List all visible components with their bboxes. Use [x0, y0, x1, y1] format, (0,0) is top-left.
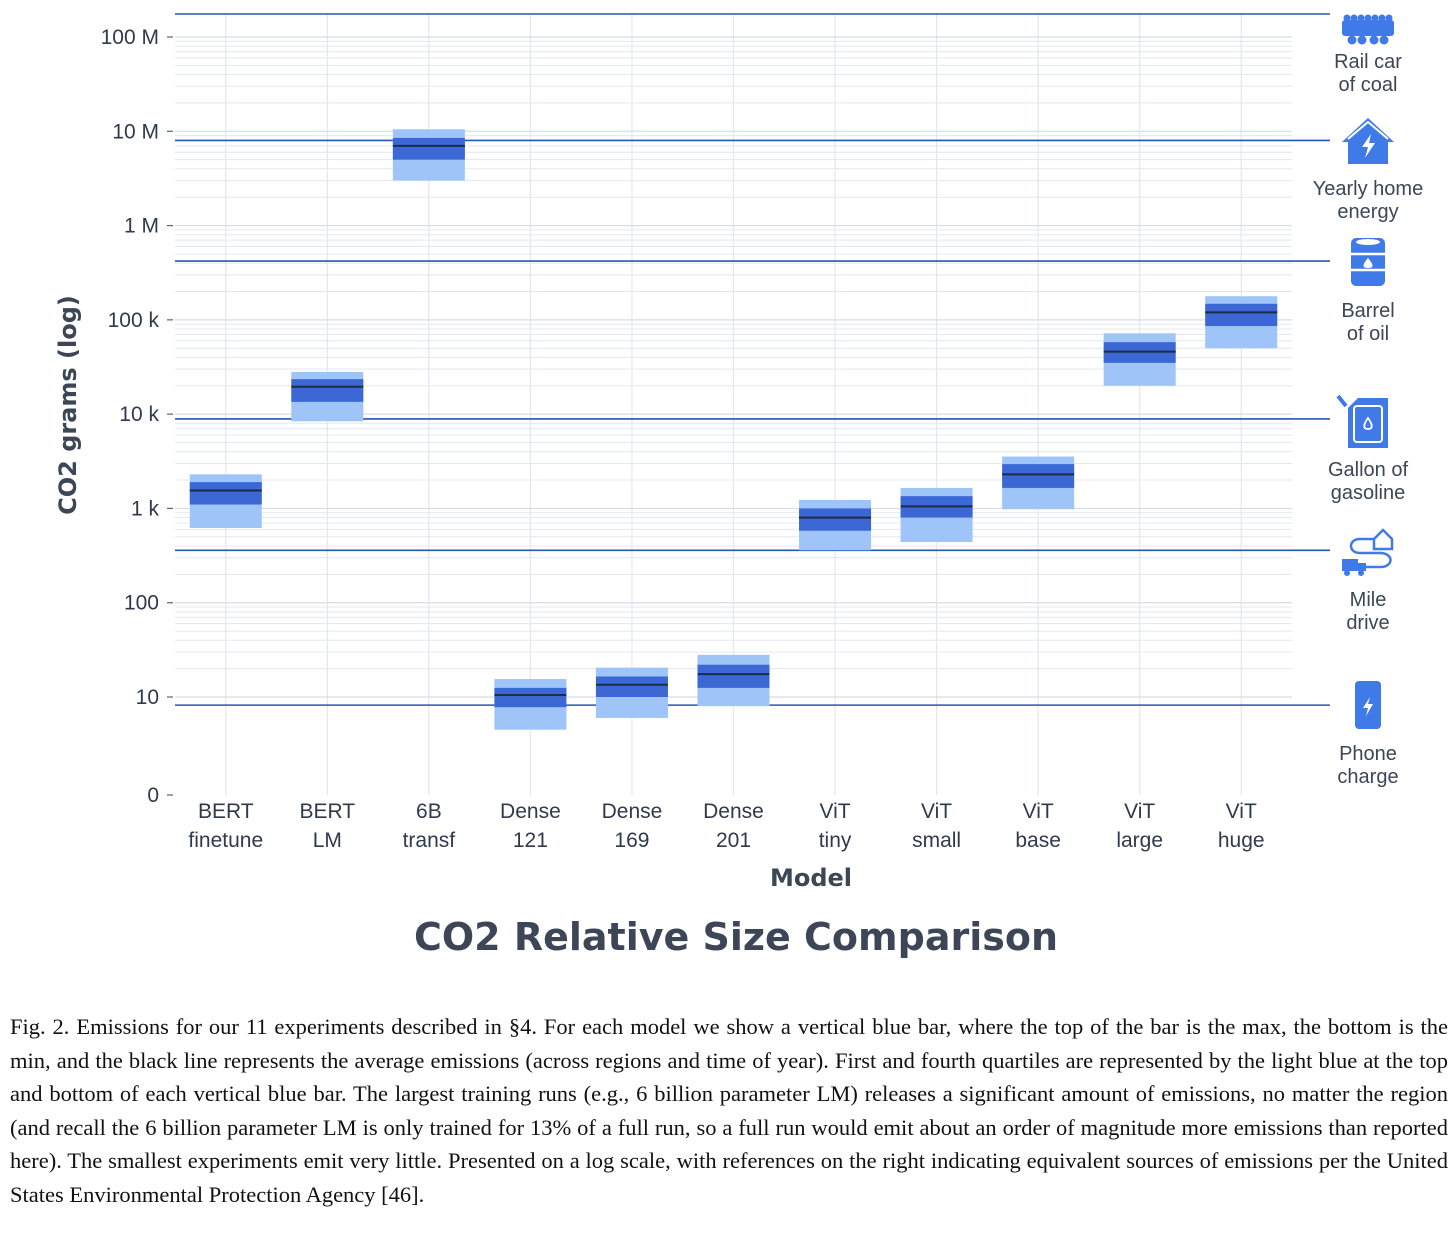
reference-item: Yearly home energy: [1313, 118, 1423, 223]
box-inner: [189, 482, 262, 505]
y-axis-title: CO2 grams (log): [54, 295, 82, 515]
x-tick-label: BERT finetune: [188, 800, 263, 852]
y-tick-label: 100 M: [101, 26, 159, 49]
oil-barrel-icon: [1351, 238, 1385, 286]
x-tick-label: ViT large: [1116, 800, 1163, 852]
reference-legend: Rail car of coal Yearly home energy Barrel of…: [1313, 14, 1423, 788]
box-inner: [392, 137, 465, 160]
model-box: [1002, 456, 1075, 510]
x-tick-label: ViT tiny: [819, 800, 852, 852]
box-inner: [697, 664, 770, 688]
reference-label: Yearly home energy: [1313, 178, 1423, 223]
phone-charge-icon: [1355, 681, 1381, 729]
y-tick-label: 10 k: [119, 403, 159, 426]
box-inner: [595, 676, 668, 697]
y-axis: 0 10 100 1 k 10 k 100 k 1 M 10 M 100 M: [101, 26, 173, 807]
y-tick-label: 10: [136, 686, 159, 709]
model-boxes: [189, 129, 1278, 730]
x-tick-label: Dense 121: [500, 800, 561, 852]
x-tick-label: ViT small: [912, 800, 961, 852]
reference-item: Phone charge: [1337, 681, 1399, 788]
y-tick-label: 100 k: [108, 309, 160, 332]
x-tick-label: Dense 201: [703, 800, 764, 852]
x-tick-label: BERT LM: [299, 800, 355, 852]
model-box: [1103, 333, 1176, 386]
y-tick-label: 0: [147, 784, 159, 807]
reference-label: Phone charge: [1337, 743, 1398, 788]
chart-title: CO2 Relative Size Comparison: [414, 915, 1058, 959]
box-inner: [799, 508, 872, 531]
reference-item: Gallon of gasoline: [1328, 394, 1408, 504]
model-box: [1205, 296, 1278, 349]
figure-caption: Fig. 2. Emissions for our 11 experiments…: [10, 1014, 1448, 1207]
x-axis-title: Model: [770, 864, 852, 892]
box-inner: [1205, 303, 1278, 327]
x-tick-label: ViT base: [1015, 800, 1061, 852]
home-energy-icon: [1342, 118, 1394, 164]
rail-car-icon: [1342, 14, 1394, 45]
reference-item: Mile drive: [1342, 528, 1394, 634]
model-box: [697, 654, 770, 707]
box-inner: [1002, 464, 1075, 488]
box-inner: [291, 379, 364, 402]
model-box: [291, 371, 364, 422]
reference-label: Mile drive: [1346, 589, 1389, 634]
y-tick-label: 10 M: [112, 120, 159, 143]
grid-lines: [175, 14, 1292, 795]
reference-item: Barrel of oil: [1341, 238, 1395, 345]
y-tick-label: 1 k: [131, 497, 160, 520]
x-tick-label: ViT huge: [1218, 800, 1265, 852]
model-box: [494, 679, 567, 730]
reference-item: Rail car of coal: [1334, 14, 1402, 96]
reference-label: Rail car of coal: [1334, 51, 1402, 96]
x-tick-label: Dense 169: [602, 800, 663, 852]
model-box: [900, 487, 973, 543]
co2-chart: 0 10 100 1 k 10 k 100 k 1 M 10 M 100 M BERT finet…: [54, 13, 1423, 959]
y-tick-label: 1 M: [124, 215, 159, 238]
x-tick-label: 6B transf: [403, 800, 456, 852]
model-box: [595, 667, 668, 718]
x-axis: BERT finetune BERT LM 6B transf Dense 121 Dense 1…: [188, 800, 1264, 852]
reference-label: Barrel of oil: [1341, 300, 1394, 345]
model-box: [799, 499, 872, 551]
gas-can-icon: [1336, 394, 1388, 448]
y-tick-label: 100: [124, 592, 159, 615]
box-inner: [494, 687, 567, 708]
model-box: [189, 474, 262, 529]
reference-lines: [175, 13, 1330, 706]
mile-drive-icon: [1342, 528, 1394, 576]
model-box: [392, 129, 465, 181]
reference-label: Gallon of gasoline: [1328, 459, 1408, 504]
